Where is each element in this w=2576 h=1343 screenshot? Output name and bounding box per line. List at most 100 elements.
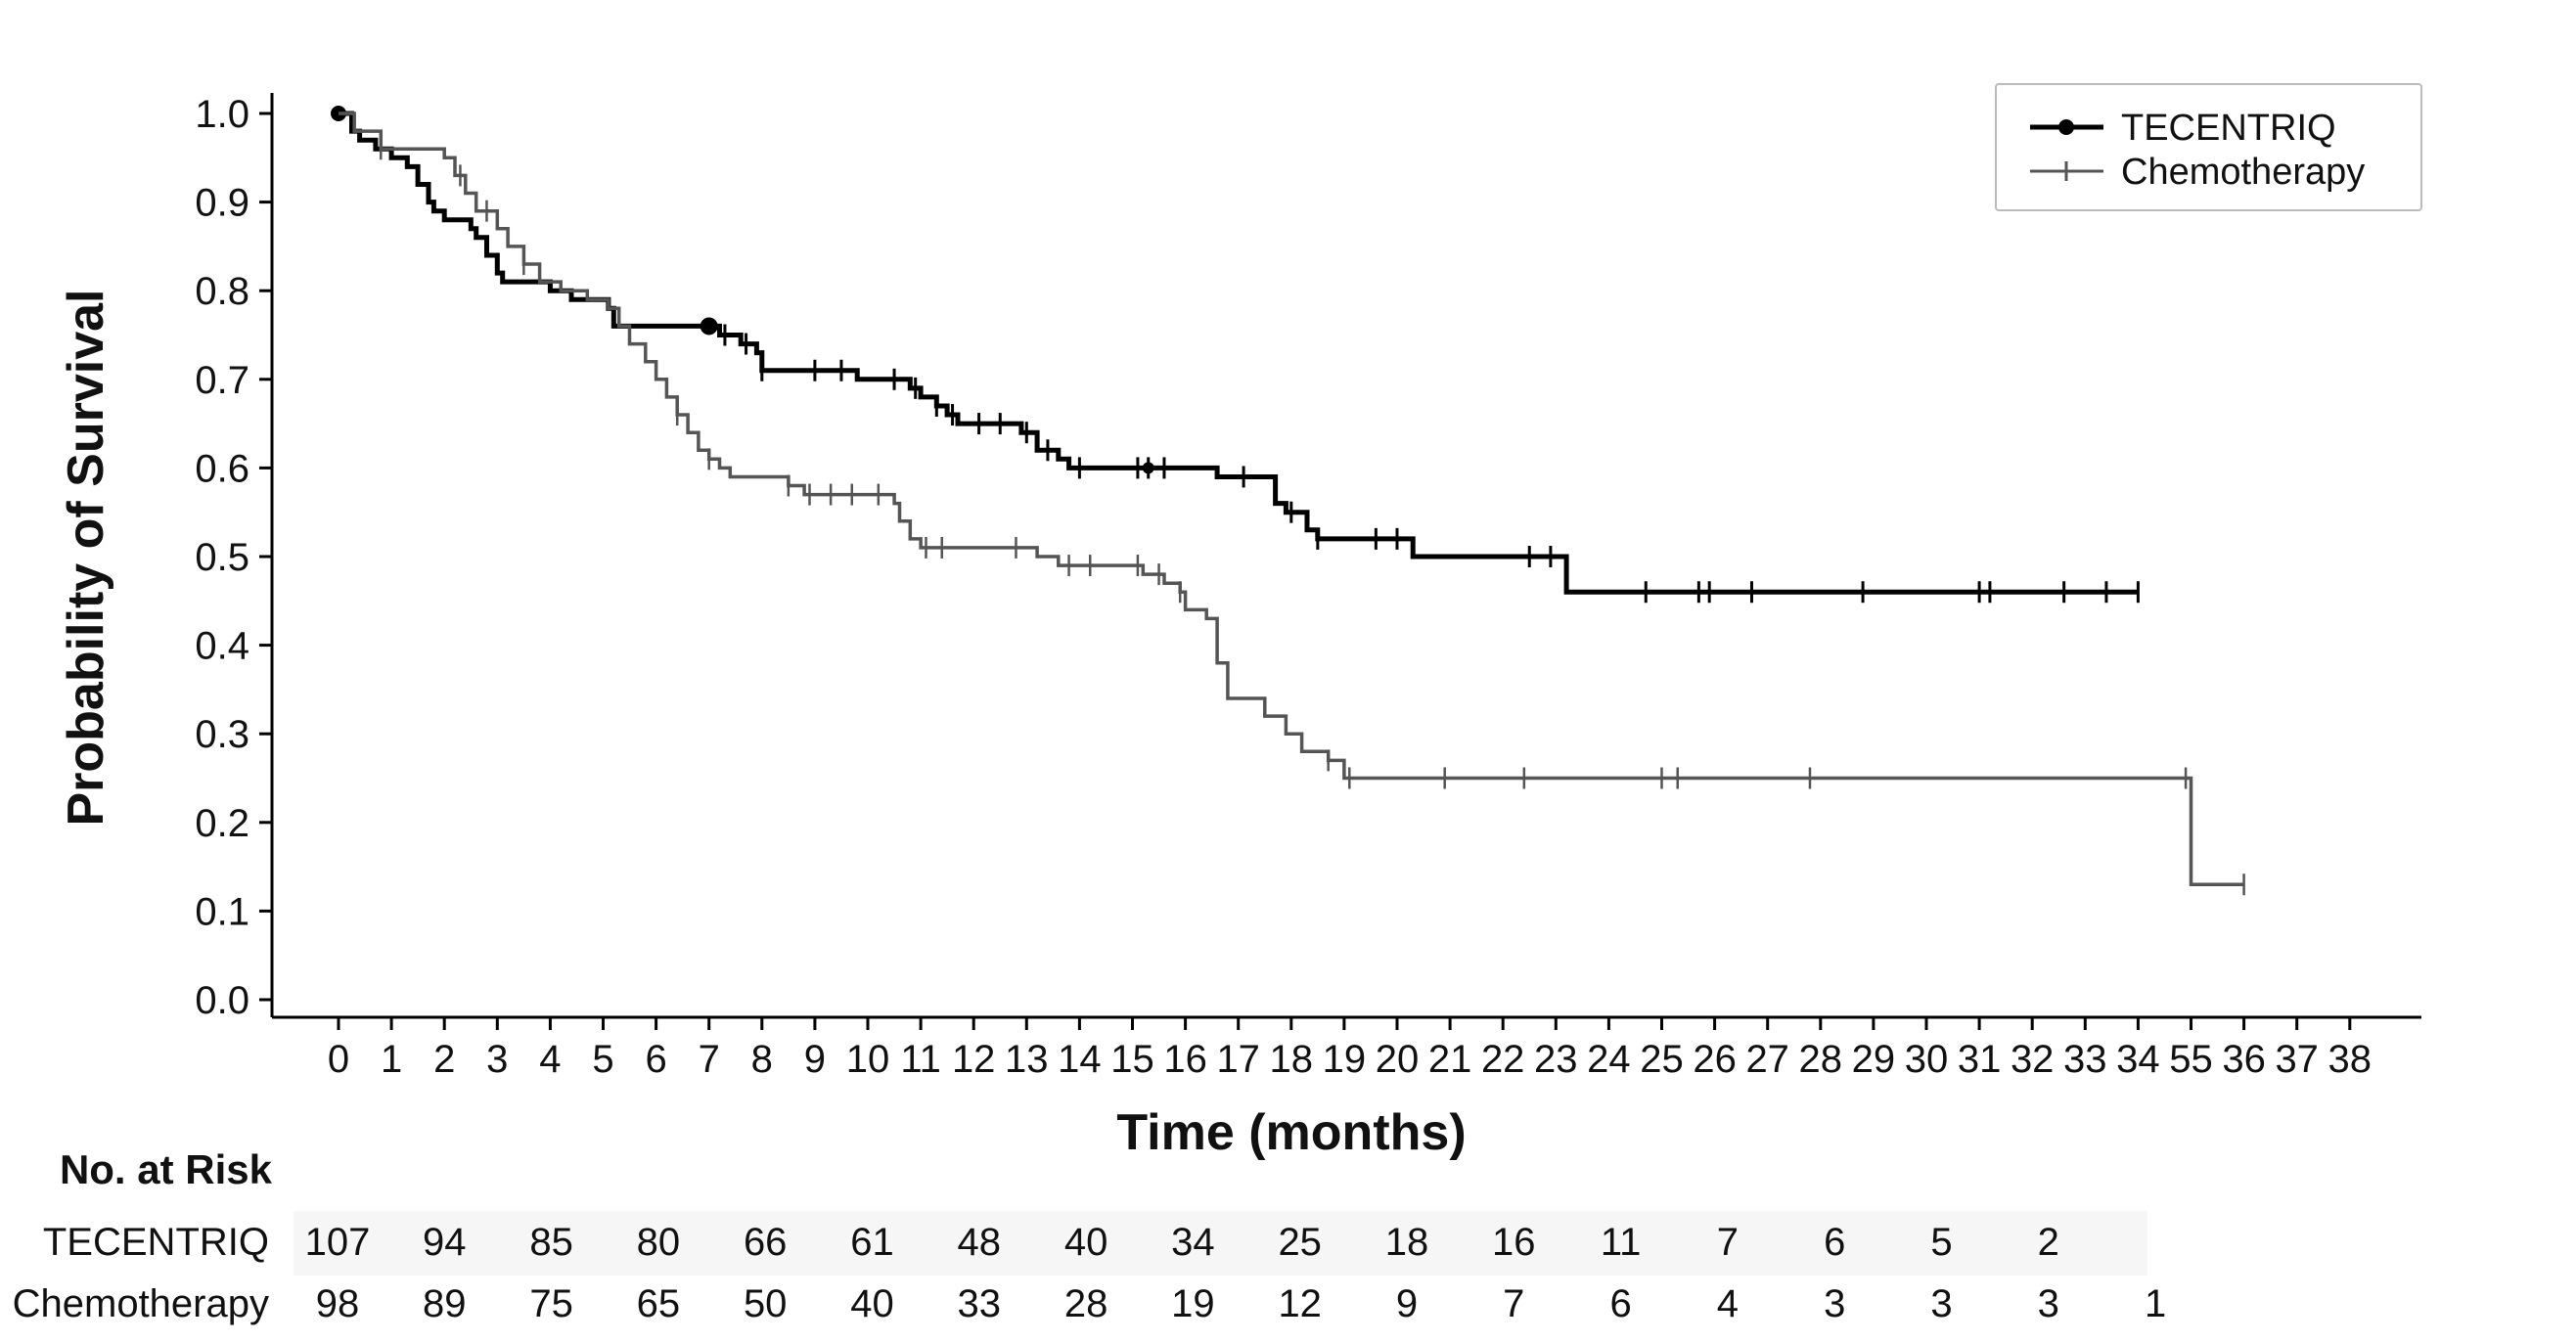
- x-tick-label: 34: [2116, 1038, 2160, 1081]
- risk-value: 19: [1171, 1282, 1215, 1325]
- y-tick-label: 1.0: [195, 93, 249, 136]
- risk-value: 89: [423, 1282, 467, 1325]
- risk-value: 80: [637, 1221, 681, 1264]
- legend-label-tecentriq: TECENTRIQ: [2121, 108, 2336, 149]
- x-tick-label: 20: [1376, 1038, 1420, 1081]
- point-marker-tecentriq: [1142, 462, 1154, 474]
- x-ticks: 0 1 2 3 4 5 6 7 8 9 10 11 12 13 14 15 16 17 18 19 20 21 22 23 24…: [328, 1017, 2372, 1081]
- risk-value: 3: [2038, 1282, 2059, 1325]
- axes: Probability of Survival Time (months): [58, 93, 2421, 1161]
- x-tick-label: 6: [645, 1038, 666, 1081]
- risk-value: 16: [1492, 1221, 1536, 1264]
- risk-value: 11: [1601, 1221, 1642, 1264]
- x-tick-label: 4: [539, 1038, 561, 1081]
- risk-value: 7: [1503, 1282, 1524, 1325]
- risk-value: 12: [1278, 1282, 1322, 1325]
- x-tick-label: 5: [592, 1038, 613, 1081]
- x-axis-title: Time (months): [1116, 1104, 1466, 1161]
- y-tick-label: 0.2: [195, 802, 249, 845]
- x-tick-label: 18: [1270, 1038, 1314, 1081]
- x-tick-label: 0: [328, 1038, 349, 1081]
- x-tick-label: 12: [952, 1038, 996, 1081]
- risk-value: 65: [637, 1282, 681, 1325]
- risk-value: 50: [744, 1282, 788, 1325]
- risk-table-heading: No. at Risk: [60, 1146, 273, 1192]
- y-tick-label: 0.6: [195, 447, 249, 490]
- legend-box: [1995, 83, 2422, 211]
- risk-value: 94: [423, 1221, 467, 1264]
- risk-value: 61: [850, 1221, 894, 1264]
- x-tick-label: 19: [1323, 1038, 1367, 1081]
- x-tick-label: 32: [2011, 1038, 2055, 1081]
- risk-value: 34: [1171, 1221, 1215, 1264]
- x-tick-label: 3: [486, 1038, 508, 1081]
- x-tick-label: 55: [2169, 1038, 2213, 1081]
- risk-value: 75: [529, 1282, 573, 1325]
- risk-value: 6: [1824, 1221, 1845, 1264]
- y-tick-label: 0.1: [195, 890, 249, 933]
- x-tick-label: 30: [1905, 1038, 1949, 1081]
- risk-value: 5: [1930, 1221, 1952, 1264]
- y-tick-label: 0.8: [195, 270, 249, 313]
- x-tick-label: 27: [1745, 1038, 1789, 1081]
- plot-area: [331, 106, 2245, 896]
- point-marker-tecentriq: [700, 317, 718, 336]
- x-tick-label: 23: [1534, 1038, 1578, 1081]
- risk-table: No. at Risk TECENTRIQ Chemotherapy 107 94…: [13, 1146, 2167, 1325]
- risk-row-band: [294, 1211, 2147, 1276]
- risk-value: 28: [1064, 1282, 1108, 1325]
- x-tick-label: 37: [2275, 1038, 2319, 1081]
- risk-value: 40: [850, 1282, 894, 1325]
- risk-value: 7: [1717, 1221, 1739, 1264]
- curve-chemotherapy: [339, 112, 2244, 886]
- risk-values: 107 94 85 80 66 61 48 40 34 25 18 16 11 7 6 5 298 89 75 65 5…: [305, 1221, 2167, 1325]
- legend-marker-tecentriq: [2058, 119, 2074, 135]
- x-tick-label: 22: [1481, 1038, 1525, 1081]
- x-tick-label: 29: [1852, 1038, 1896, 1081]
- x-tick-label: 33: [2063, 1038, 2107, 1081]
- y-tick-label: 0.3: [195, 713, 249, 756]
- risk-value: 33: [958, 1282, 1002, 1325]
- risk-value: 107: [305, 1221, 371, 1264]
- risk-row-label-tecentriq: TECENTRIQ: [43, 1221, 269, 1264]
- risk-value: 48: [958, 1221, 1002, 1264]
- risk-value: 85: [529, 1221, 573, 1264]
- risk-value: 18: [1385, 1221, 1429, 1264]
- risk-value: 98: [316, 1282, 360, 1325]
- x-tick-label: 14: [1058, 1038, 1102, 1081]
- x-tick-label: 11: [900, 1038, 941, 1081]
- risk-row-label-chemotherapy: Chemotherapy: [13, 1282, 269, 1325]
- x-tick-label: 13: [1005, 1038, 1049, 1081]
- risk-value: 2: [2038, 1221, 2059, 1264]
- x-tick-label: 7: [699, 1038, 720, 1081]
- risk-value: 66: [744, 1221, 788, 1264]
- risk-value: 4: [1717, 1282, 1739, 1325]
- x-tick-label: 1: [381, 1038, 402, 1081]
- x-tick-label: 36: [2222, 1038, 2266, 1081]
- risk-value: 1: [2145, 1282, 2166, 1325]
- x-tick-label: 8: [751, 1038, 773, 1081]
- x-tick-label: 15: [1110, 1038, 1154, 1081]
- x-tick-label: 26: [1693, 1038, 1737, 1081]
- x-tick-label: 24: [1587, 1038, 1631, 1081]
- risk-value: 3: [1930, 1282, 1952, 1325]
- y-tick-label: 0.5: [195, 536, 249, 579]
- x-tick-label: 2: [433, 1038, 455, 1081]
- y-ticks: 0.0 0.1 0.2 0.3 0.4 0.5 0.6 0.7 0.8 0.9 1.0: [195, 93, 272, 1022]
- x-tick-label: 17: [1216, 1038, 1260, 1081]
- curve-tecentriq: [339, 111, 2139, 595]
- x-tick-label: 31: [1958, 1038, 2002, 1081]
- x-tick-label: 16: [1163, 1038, 1207, 1081]
- risk-value: 25: [1278, 1221, 1322, 1264]
- risk-value: 40: [1064, 1221, 1108, 1264]
- risk-value: 9: [1396, 1282, 1418, 1325]
- x-tick-label: 9: [804, 1038, 826, 1081]
- x-tick-label: 10: [846, 1038, 890, 1081]
- x-tick-label: 38: [2328, 1038, 2373, 1081]
- y-tick-label: 0.9: [195, 182, 249, 225]
- legend: TECENTRIQ Chemotherapy: [1995, 83, 2422, 211]
- legend-label-chemotherapy: Chemotherapy: [2121, 152, 2365, 193]
- y-axis-title: Probability of Survival: [58, 289, 114, 826]
- risk-value: 3: [1824, 1282, 1845, 1325]
